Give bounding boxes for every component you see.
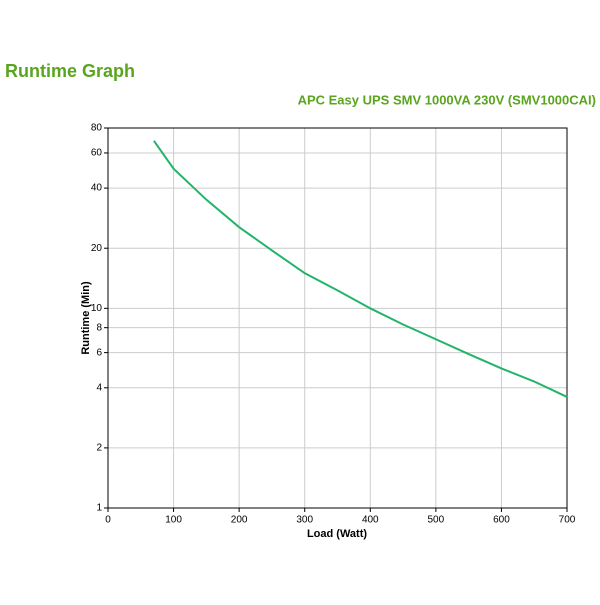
y-tick-label: 40: [91, 183, 103, 194]
plot-frame: [107, 127, 568, 509]
x-tick-label: 100: [165, 515, 182, 526]
x-tick-label: 400: [362, 515, 379, 526]
chart-title: Runtime Graph: [5, 61, 135, 81]
y-tick-label: 20: [91, 243, 103, 254]
y-tick-label: 80: [91, 123, 103, 134]
x-tick-label: 300: [296, 515, 313, 526]
x-tick-label: 200: [231, 515, 248, 526]
x-tick-label: 700: [559, 515, 576, 526]
y-tick-label: 10: [91, 303, 103, 314]
y-tick-label: 1: [96, 503, 102, 514]
y-tick-label: 4: [96, 382, 102, 393]
x-tick-label: 0: [105, 515, 111, 526]
runtime-line: [153, 140, 568, 398]
y-tick-label: 6: [96, 347, 102, 358]
x-tick-label: 500: [428, 515, 445, 526]
x-tick-label: 600: [493, 515, 510, 526]
chart-subtitle: APC Easy UPS SMV 1000VA 230V (SMV1000CAI…: [298, 92, 596, 107]
x-axis-label: Load (Watt): [307, 528, 367, 540]
y-tick-label: 2: [96, 443, 102, 454]
y-tick-label: 8: [96, 322, 102, 333]
y-tick-label: 60: [91, 148, 103, 159]
y-axis-label: Runtime (Min): [80, 281, 92, 355]
